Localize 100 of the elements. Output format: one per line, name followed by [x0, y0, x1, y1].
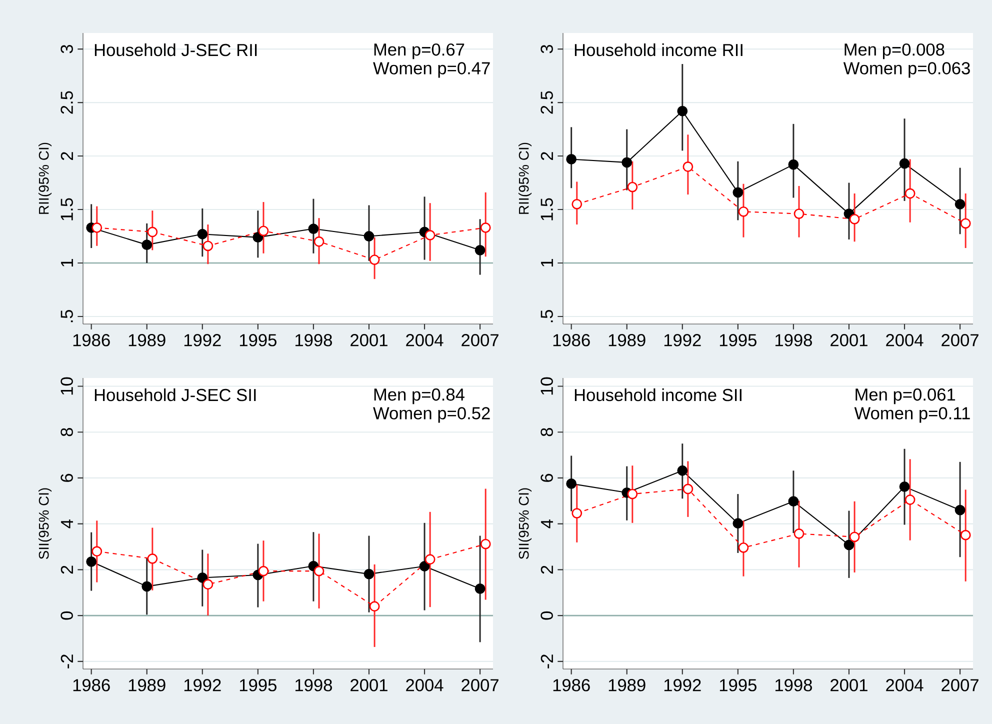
point [627, 488, 638, 500]
y-tick-label: 4 [541, 520, 553, 528]
x-tick-label: 1995 [240, 334, 276, 346]
point [258, 226, 269, 236]
x-tick-label: 2007 [462, 334, 498, 346]
x-tick-label: 1986 [73, 334, 110, 346]
point [794, 528, 804, 539]
x-tick-label: 1992 [184, 679, 221, 692]
y-tick-label: 2 [60, 566, 73, 574]
point [899, 158, 910, 169]
x-tick-label: 2001 [830, 334, 868, 346]
point [474, 244, 486, 256]
chart-title: Household income RII [574, 43, 742, 56]
point [252, 232, 264, 243]
point [627, 182, 638, 192]
y-tick-label: 1 [541, 259, 553, 267]
chart-title: Household income SII [574, 388, 742, 402]
x-tick-label: 1989 [128, 334, 166, 346]
point [566, 154, 577, 164]
y-tick-label: 6 [60, 474, 73, 482]
y-tick-label: 10 [60, 377, 73, 395]
point [682, 484, 694, 494]
x-tick-label: 1989 [128, 679, 166, 692]
point [314, 236, 324, 247]
y-axis-title: SII(95% CI) [38, 488, 52, 560]
point [480, 538, 491, 550]
x-tick-label: 1995 [720, 334, 756, 346]
y-tick-label: 8 [540, 428, 553, 436]
x-tick-label: 2001 [830, 679, 868, 692]
point [424, 554, 436, 565]
x-tick-label: 1998 [775, 334, 812, 346]
point [314, 566, 324, 576]
x-tick-label: 1998 [775, 679, 812, 692]
y-tick-label: 10 [540, 377, 553, 395]
point [258, 566, 269, 576]
point [960, 218, 971, 229]
point [572, 198, 582, 210]
x-tick-label: 1998 [295, 334, 332, 346]
point [954, 198, 966, 210]
point [954, 504, 966, 516]
y-tick-label: 3 [60, 44, 73, 54]
x-tick-label: 2004 [406, 679, 444, 692]
y-axis-title: SII(95% CI) [518, 488, 532, 560]
point [202, 240, 214, 252]
y-tick-label: 2 [540, 566, 553, 574]
x-tick-label: 2007 [942, 679, 978, 692]
annotation: Men p=0.008 [844, 43, 944, 60]
point [677, 106, 688, 116]
y-tick-label: 8 [60, 428, 73, 436]
point [732, 187, 744, 198]
point [364, 231, 374, 242]
y-tick-label: .5 [540, 310, 553, 322]
point [682, 162, 694, 172]
point [92, 546, 102, 557]
x-tick-label: 1986 [553, 679, 590, 692]
annotation: Women p=0.52 [373, 407, 490, 423]
y-axis-title: RII(95% CI) [38, 142, 52, 214]
point [738, 542, 749, 553]
chart-title: Household J-SEC SII [94, 388, 256, 402]
y-tick-label: 3 [540, 44, 553, 54]
annotation: Women p=0.11 [854, 407, 970, 423]
point [904, 494, 916, 505]
x-tick-label: 2004 [886, 334, 924, 346]
y-tick-label: 4 [61, 520, 73, 528]
x-tick-label: 1989 [608, 334, 646, 346]
x-tick-label: 2001 [350, 334, 388, 346]
y-tick-label: 2.5 [60, 91, 73, 114]
y-tick-label: 2 [60, 152, 73, 160]
point [419, 561, 430, 572]
point [960, 530, 971, 540]
point [622, 157, 632, 168]
x-tick-label: 1998 [295, 679, 332, 692]
point [147, 553, 158, 564]
x-tick-label: 2007 [942, 334, 978, 346]
y-tick-label: 1 [61, 259, 73, 267]
x-tick-label: 2004 [886, 679, 924, 692]
point [794, 208, 804, 219]
point [474, 584, 486, 594]
annotation: Women p=0.063 [843, 62, 970, 78]
x-tick-label: 1986 [553, 334, 590, 346]
point [899, 481, 910, 492]
y-tick-label: 1.5 [540, 198, 553, 220]
x-tick-label: 1995 [240, 679, 276, 692]
point [904, 188, 916, 199]
y-tick-label: 0 [60, 611, 73, 620]
x-tick-label: 2004 [406, 334, 444, 346]
point [86, 556, 97, 567]
x-tick-label: 1989 [608, 679, 646, 692]
y-tick-label: -2 [540, 654, 553, 668]
point [788, 496, 799, 507]
point [197, 572, 208, 583]
y-tick-label: 1.5 [60, 198, 73, 220]
annotation: Men p=0.67 [374, 43, 464, 60]
point [308, 224, 319, 234]
point [197, 228, 208, 240]
y-tick-label: -2 [60, 654, 73, 668]
x-tick-label: 2007 [462, 679, 498, 692]
point [677, 465, 688, 476]
point [849, 214, 860, 224]
x-tick-label: 1992 [664, 679, 701, 692]
